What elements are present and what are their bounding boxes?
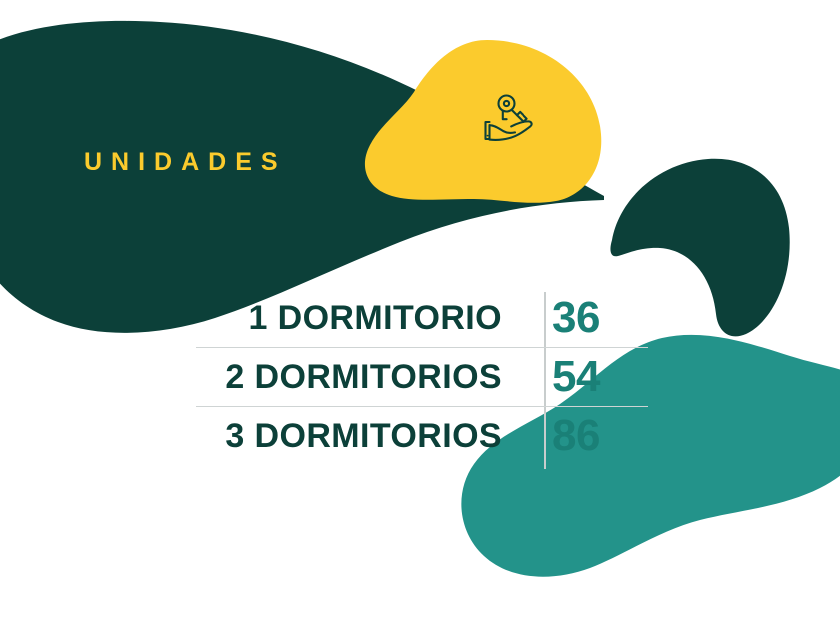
table-row: 2 DORMITORIOS 54	[196, 347, 648, 406]
key-in-hand-icon	[484, 94, 533, 141]
stat-value-1-bedroom: 36	[552, 293, 600, 342]
table-row: 1 DORMITORIO 36	[196, 289, 648, 347]
stat-value-2-bedrooms: 54	[552, 352, 600, 401]
stats-table: 1 DORMITORIO 36 2 DORMITORIOS 54 3 DORMI…	[196, 289, 648, 465]
page-title: UNIDADES	[84, 148, 287, 176]
stats-vertical-divider	[544, 292, 546, 469]
stat-label-1-bedroom: 1 DORMITORIO	[248, 299, 502, 337]
stat-label-2-bedrooms: 2 DORMITORIOS	[225, 358, 502, 396]
table-row: 3 DORMITORIOS 86	[196, 406, 648, 465]
stat-value-3-bedrooms: 86	[552, 411, 600, 460]
dark-green-blob-top-left	[0, 20, 604, 333]
stat-label-3-bedrooms: 3 DORMITORIOS	[225, 417, 502, 455]
